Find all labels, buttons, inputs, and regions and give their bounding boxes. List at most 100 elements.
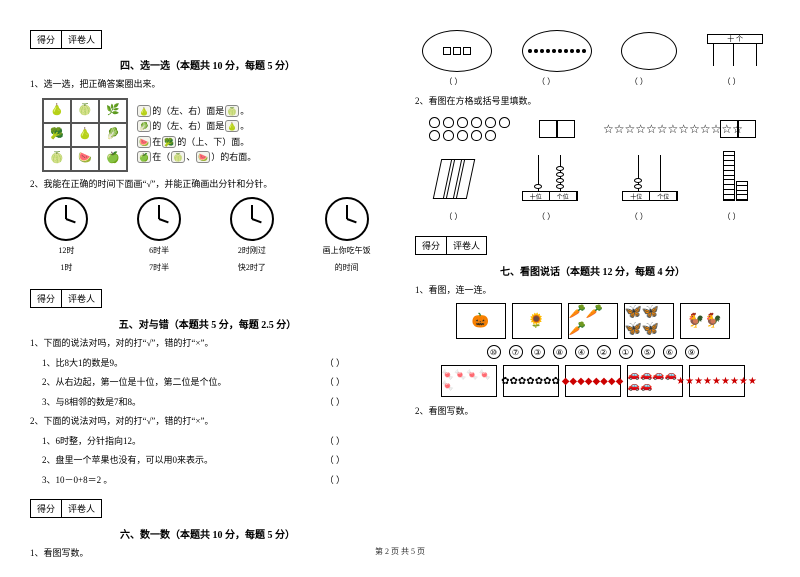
fruit-icon: 🍉	[137, 136, 151, 148]
answer-blank[interactable]: （ ）	[537, 211, 555, 222]
answer-blank[interactable]: （ ）	[444, 76, 462, 87]
blanks-row: （ ） （ ） （ ） （ ）	[415, 211, 770, 222]
num-circle: ⑧	[553, 345, 567, 359]
stars-icon: ☆☆☆☆☆☆☆☆☆☆☆☆☆	[603, 123, 692, 135]
right-q2: 2、看图在方格或括号里填数。	[415, 95, 770, 109]
cell: 🌿	[99, 99, 127, 123]
count-row-2: ☆☆☆☆☆☆☆☆☆☆☆☆☆	[415, 117, 770, 141]
q4-1: 1、选一选，把正确答案圈出来。	[30, 78, 385, 92]
oval-shape	[422, 30, 492, 72]
answer-paren[interactable]: （ ）	[325, 396, 345, 410]
section-4-title: 四、选一选（本题共 10 分，每题 5 分）	[30, 57, 385, 72]
clock-icon	[230, 197, 274, 241]
clock-col: 6时半7时半	[137, 197, 181, 273]
num-circle: ②	[597, 345, 611, 359]
score-box: 得分评卷人	[30, 499, 102, 518]
match-row-bottom: 🍬🍬🍬🍬🍬 ✿✿✿✿✿✿✿ ◆◆◆◆◆◆◆◆ 🚗🚗🚗🚗🚗🚗 ★★★★★★★★★	[415, 365, 770, 397]
num-circle: ③	[531, 345, 545, 359]
num-circle: ⑩	[487, 345, 501, 359]
cell: 🍏	[99, 147, 127, 171]
answer-blank[interactable]: （ ）	[444, 211, 462, 222]
num-circle: ⑦	[509, 345, 523, 359]
answer-paren[interactable]: （ ）	[325, 474, 345, 488]
match-item: ◆◆◆◆◆◆◆◆	[565, 365, 621, 397]
section-6-title: 六、数一数（本题共 10 分，每题 5 分）	[30, 526, 385, 541]
cell: 🍐	[71, 123, 99, 147]
cell: 🥬	[99, 123, 127, 147]
score-box: 得分评卷人	[415, 236, 487, 255]
num-circle: ①	[619, 345, 633, 359]
abacus-icon: 十位个位	[522, 155, 578, 201]
clock-icon	[325, 197, 369, 241]
oval-shape	[522, 30, 592, 72]
fruit-icon: 🍉	[196, 151, 210, 163]
q7-2: 2、看图写数。	[415, 405, 770, 419]
cell: 🍐	[43, 99, 71, 123]
apples-icon	[429, 117, 511, 141]
clocks-row: 12时1时 6时半7时半 2时刚过快2时了 画上你吃午饭的时间	[30, 197, 385, 273]
sticks-icon	[437, 159, 477, 201]
match-item: 🍬🍬🍬🍬🍬	[441, 365, 497, 397]
match-item: 🐓🐓	[680, 303, 730, 339]
stack-box-icon	[723, 151, 748, 201]
grader-label: 评卷人	[62, 31, 101, 48]
q5-2: 2、下面的说法对吗，对的打“√”，错的打“×”。	[30, 415, 385, 429]
answer-blank[interactable]: （ ）	[723, 211, 741, 222]
answer-blank[interactable]: （ ）	[630, 211, 648, 222]
fruit-icon: 🥦	[162, 136, 176, 148]
num-circle: ⑤	[641, 345, 655, 359]
match-item: 🥕🥕🥕	[568, 303, 618, 339]
clock-icon	[44, 197, 88, 241]
match-item: 🚗🚗🚗🚗🚗🚗	[627, 365, 683, 397]
q4-2: 2、我能在正确的时间下面画“√”，并能正确画出分针和分针。	[30, 178, 385, 192]
answer-squares[interactable]	[720, 120, 756, 138]
answer-blank[interactable]: （ ）	[537, 76, 555, 87]
answer-blank[interactable]: （ ）	[630, 76, 648, 87]
score-box: 得分 评卷人	[30, 30, 102, 49]
fruit-grid: 🍐🍈🌿 🥦🍐🥬 🍈🍉🍏	[42, 98, 128, 172]
answer-blank[interactable]: （ ）	[723, 76, 741, 87]
q5-1: 1、下面的说法对吗，对的打“√”，错的打“×”。	[30, 337, 385, 351]
section-5-title: 五、对与错（本题共 5 分，每题 2.5 分）	[30, 316, 385, 331]
clock-col: 2时刚过快2时了	[230, 197, 274, 273]
fruit-icon: 🍏	[137, 151, 151, 163]
num-circle: ⑨	[685, 345, 699, 359]
answer-paren[interactable]: （ ）	[325, 357, 345, 371]
table-shape: 十 个	[707, 34, 763, 68]
match-item: 🌻	[512, 303, 562, 339]
abacus-icon: 十位个位	[622, 155, 678, 201]
match-item: ✿✿✿✿✿✿✿	[503, 365, 559, 397]
score-label: 得分	[31, 31, 62, 48]
fruit-icon: 🥬	[137, 120, 151, 132]
match-item: 🎃	[456, 303, 506, 339]
answer-paren[interactable]: （ ）	[325, 454, 345, 468]
section-7-title: 七、看图说话（本题共 12 分，每题 4 分）	[415, 263, 770, 278]
q7-1: 1、看图，连一连。	[415, 284, 770, 298]
cell: 🍈	[71, 99, 99, 123]
cell: 🥦	[43, 123, 71, 147]
clock-col: 12时1时	[44, 197, 88, 273]
fruit-icon: 🍐	[225, 120, 239, 132]
num-circle: ⑥	[663, 345, 677, 359]
score-box: 得分评卷人	[30, 289, 102, 308]
cell: 🍈	[43, 147, 71, 171]
answer-squares[interactable]	[539, 120, 575, 138]
match-row-top: 🎃 🌻 🥕🥕🥕 🦋🦋🦋🦋 🐓🐓	[415, 303, 770, 339]
fruit-icon: 🍐	[137, 105, 151, 117]
answer-paren[interactable]: （ ）	[325, 376, 345, 390]
num-circle: ④	[575, 345, 589, 359]
fruit-icon: 🍈	[225, 105, 239, 117]
match-item: 🦋🦋🦋🦋	[624, 303, 674, 339]
q5-2-items: 1、6时整，分针指向12。（ ） 2、盘里一个苹果也没有，可以用0来表示。（ ）…	[30, 435, 385, 488]
left-column: 得分 评卷人 四、选一选（本题共 10 分，每题 5 分） 1、选一选，把正确答…	[30, 30, 385, 567]
match-item: ★★★★★★★★★	[689, 365, 745, 397]
clock-col: 画上你吃午饭的时间	[323, 197, 371, 273]
q5-1-items: 1、比8大1的数是9。（ ） 2、从右边起，第一位是十位，第二位是个位。（ ） …	[30, 357, 385, 410]
fruit-icon: 🍈	[171, 151, 185, 163]
cell: 🍉	[71, 147, 99, 171]
page-footer: 第 2 页 共 5 页	[0, 546, 800, 557]
q4-1-body: 🍐🍈🌿 🥦🍐🥬 🍈🍉🍏 🍐的（左、右）面是🍈。 🥬的（左、右）面是🍐。 🍉在🥦的…	[30, 98, 385, 172]
count-row-3: 十位个位 十位个位	[415, 151, 770, 201]
blanks-row: （ ） （ ） （ ） （ ）	[415, 76, 770, 87]
answer-paren[interactable]: （ ）	[325, 435, 345, 449]
